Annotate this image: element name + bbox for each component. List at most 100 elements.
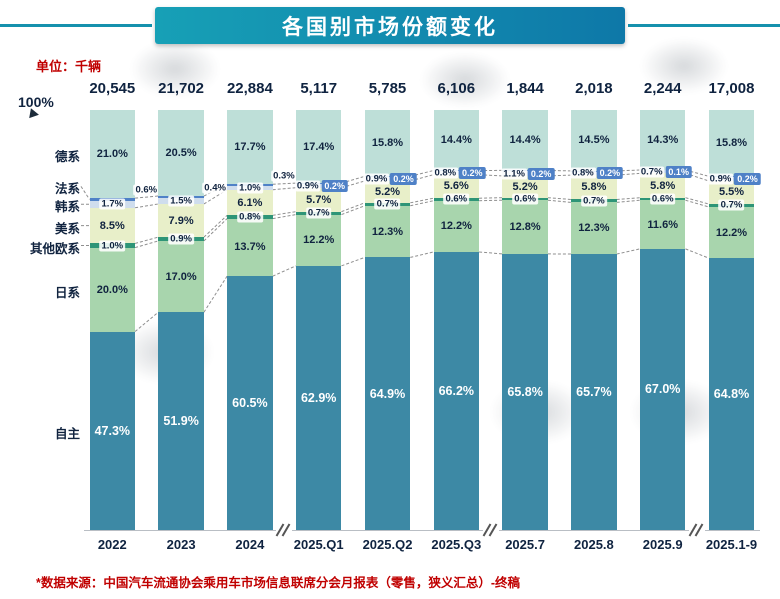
segment-日系 bbox=[89, 247, 136, 332]
x-axis-label: 2025.8 bbox=[574, 537, 614, 552]
axis-break-icon bbox=[275, 523, 293, 537]
segment-label: 0.3% bbox=[271, 170, 297, 182]
header-rule-left bbox=[0, 24, 152, 27]
segment-美系 bbox=[502, 175, 548, 198]
header-rule-right bbox=[628, 24, 780, 27]
axis-break-icon bbox=[482, 523, 499, 537]
segment-自主 bbox=[227, 276, 273, 530]
segment-德系 bbox=[364, 110, 411, 177]
segment-label: 0.7% bbox=[374, 198, 401, 210]
segment-label: 15.8% bbox=[371, 137, 404, 150]
segment-德系 bbox=[639, 110, 686, 170]
segment-日系 bbox=[295, 214, 342, 266]
x-axis-label: 2023 bbox=[166, 537, 196, 552]
bar-2024: 17.7% 1.0% 0.3% 6.1% 0.8% 13.7% 60.5% bbox=[227, 110, 297, 530]
segment-label: 0.6% bbox=[443, 193, 470, 205]
segment-label: 12.3% bbox=[371, 225, 404, 238]
segment-德系 bbox=[227, 110, 273, 185]
segment-日系 bbox=[502, 200, 548, 254]
segment-label: 0.2% bbox=[390, 173, 417, 186]
bar-total: 5,117 bbox=[300, 80, 338, 97]
segment-德系 bbox=[571, 110, 617, 171]
segment-label: 0.9% bbox=[707, 173, 734, 185]
segment-美系 bbox=[89, 207, 136, 244]
segment-label: 11.6% bbox=[647, 218, 678, 231]
segment-label: 1.7% bbox=[99, 198, 126, 210]
series-label-其他欧系: 其他欧系 bbox=[29, 241, 80, 256]
segment-label: 65.8% bbox=[507, 384, 543, 399]
segment-label: 0.2% bbox=[321, 179, 348, 192]
segment-label: 0.9% bbox=[168, 233, 194, 245]
x-axis-label: 2025.Q1 bbox=[293, 537, 344, 552]
segment-label: 62.9% bbox=[300, 390, 337, 405]
bar-total: 1,844 bbox=[506, 80, 544, 97]
segment-自主 bbox=[708, 258, 755, 530]
segment-label: 5.7% bbox=[306, 193, 332, 206]
segment-label: 0.7% bbox=[305, 207, 332, 219]
segment-label: 1.1% bbox=[501, 168, 527, 180]
segment-label: 0.9% bbox=[363, 173, 390, 185]
segment-label: 0.6% bbox=[133, 184, 160, 196]
segment-美系 bbox=[158, 203, 204, 238]
segment-德系 bbox=[295, 110, 342, 184]
segment-label: 12.3% bbox=[578, 222, 610, 235]
segment-美系 bbox=[708, 180, 755, 204]
segment-label: 0.6% bbox=[649, 193, 676, 205]
segment-自主 bbox=[639, 248, 686, 530]
segment-label: 12.2% bbox=[715, 226, 748, 239]
segment-自主 bbox=[571, 254, 617, 530]
bar-2025.9: 14.3% 0.7% 0.1% 5.8% 0.6% 11.6% 67.0% bbox=[638, 110, 692, 530]
bar-2025.Q1: 17.4% 0.9% 0.2% 5.7% 0.7% 12.2% 62.9% bbox=[294, 110, 348, 530]
bar-2025.7: 14.4% 1.1% 0.2% 5.2% 0.6% 12.8% 65.8% bbox=[501, 110, 555, 530]
segment-label: 21.0% bbox=[96, 148, 128, 161]
bar-total: 6,106 bbox=[437, 80, 476, 97]
segment-label: 65.7% bbox=[576, 385, 612, 400]
watermark bbox=[640, 38, 728, 94]
segment-日系 bbox=[433, 200, 480, 252]
segment-label: 67.0% bbox=[644, 382, 681, 397]
segment-label: 47.3% bbox=[94, 423, 131, 438]
series-label-美系: 美系 bbox=[54, 221, 80, 236]
segment-label: 0.2% bbox=[459, 167, 486, 179]
segment-label: 14.4% bbox=[440, 134, 472, 147]
segment-label: 5.2% bbox=[512, 180, 538, 193]
segment-label: 0.1% bbox=[665, 165, 692, 178]
segment-label: 0.4% bbox=[202, 182, 228, 194]
segment-label: 8.5% bbox=[99, 219, 125, 232]
data-source-note: *数据来源：中国汽车流通协会乘用车市场信息联席分会月报表（零售，狭义汇总）-终稿 bbox=[36, 576, 521, 590]
segment-label: 1.0% bbox=[237, 182, 263, 194]
bar-2025.Q2: 15.8% 0.9% 0.2% 5.2% 0.7% 12.3% 64.9% bbox=[363, 110, 417, 530]
bar-total: 5,785 bbox=[368, 80, 407, 97]
series-label-法系: 法系 bbox=[54, 182, 80, 197]
segment-自主 bbox=[295, 265, 342, 530]
segment-label: 12.2% bbox=[440, 220, 472, 233]
segment-自主 bbox=[158, 312, 204, 530]
segment-label: 0.2% bbox=[527, 167, 555, 180]
x-axis-label: 2025.Q2 bbox=[362, 537, 413, 552]
x-axis-label: 2025.1-9 bbox=[705, 537, 758, 552]
segment-label: 60.5% bbox=[232, 396, 268, 411]
series-label-日系: 日系 bbox=[54, 285, 80, 300]
x-axis-label: 2024 bbox=[235, 537, 265, 552]
segment-德系 bbox=[89, 110, 136, 199]
segment-自主 bbox=[364, 257, 411, 530]
segment-自主 bbox=[89, 331, 136, 530]
segment-自主 bbox=[433, 251, 480, 530]
segment-日系 bbox=[227, 218, 273, 277]
segment-日系 bbox=[364, 205, 411, 258]
segment-label: 64.8% bbox=[713, 387, 750, 402]
segment-label: 5.2% bbox=[374, 185, 401, 198]
segment-日系 bbox=[158, 240, 204, 313]
bar-total: 20,545 bbox=[89, 80, 136, 97]
bar-total: 2,244 bbox=[643, 80, 682, 97]
segment-label: 64.9% bbox=[369, 386, 406, 401]
segment-label: 12.2% bbox=[303, 234, 335, 247]
segment-label: 0.7% bbox=[718, 199, 745, 211]
segment-label: 66.2% bbox=[438, 383, 475, 398]
segment-label: 0.9% bbox=[294, 180, 321, 192]
watermark bbox=[130, 40, 220, 98]
segment-label: 1.0% bbox=[99, 240, 126, 252]
segment-日系 bbox=[571, 202, 617, 255]
x-axis-label: 2025.Q3 bbox=[431, 537, 482, 552]
